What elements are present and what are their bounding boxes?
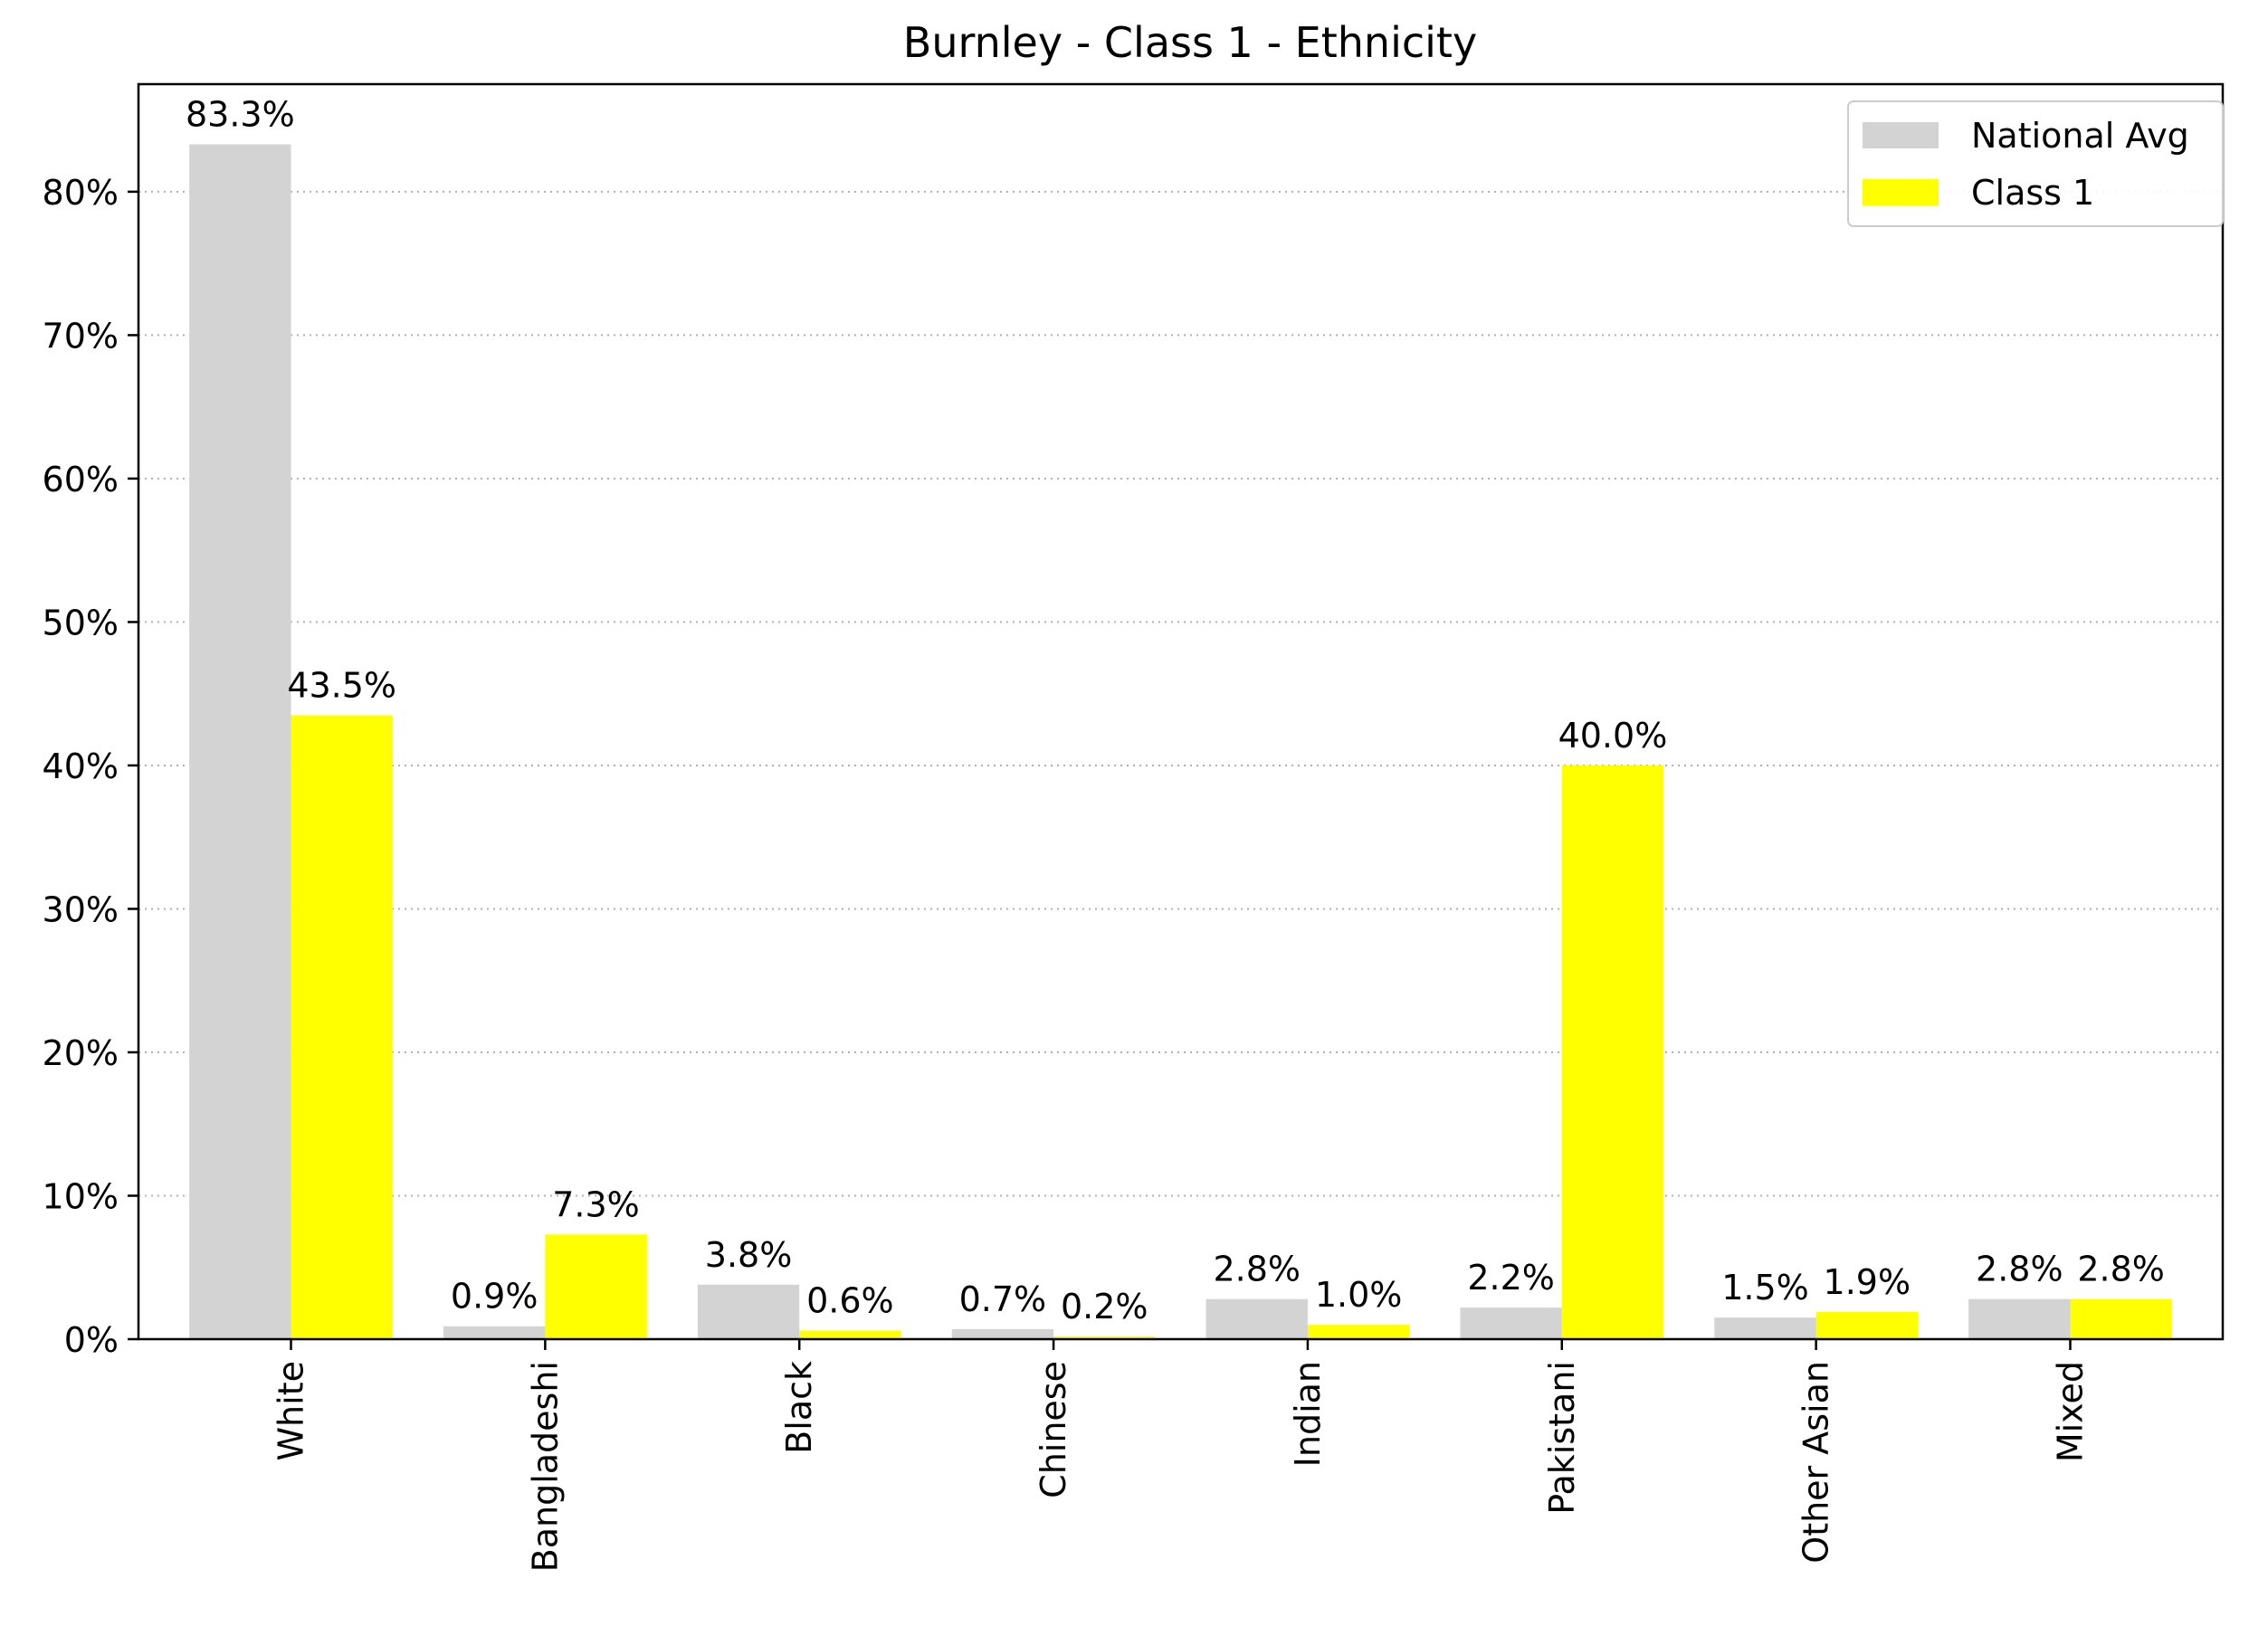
bar-value-label: 0.6% <box>806 1280 894 1320</box>
y-tick-label: 30% <box>43 889 119 929</box>
x-tick-label: Indian <box>1288 1361 1328 1467</box>
y-tick-label: 80% <box>43 173 119 213</box>
x-tick-label: Pakistani <box>1542 1361 1582 1515</box>
y-tick-label: 70% <box>43 316 119 356</box>
x-axis: White Bangladeshi Black Chinese Indian Pakist… <box>272 1339 2090 1572</box>
y-tick-label: 0% <box>64 1320 119 1360</box>
bar-national-avg <box>443 1326 546 1339</box>
x-tick-label: Bangladeshi <box>525 1361 565 1572</box>
legend: National Avg Class 1 <box>1847 100 2224 227</box>
bar-value-label: 43.5% <box>287 665 396 705</box>
bar-class-1 <box>1815 1311 1918 1339</box>
bar-value-label: 0.2% <box>1061 1287 1148 1326</box>
bar-national-avg <box>1968 1298 2071 1339</box>
y-axis: 0% 10% 20% 30% 40% 50% 60% 70% 80% <box>43 173 138 1360</box>
y-tick-label: 40% <box>43 746 119 786</box>
bar-class-1 <box>1053 1336 1156 1339</box>
bar-class-1 <box>1307 1325 1410 1339</box>
bar-value-label: 1.9% <box>1824 1262 1911 1302</box>
bar-value-labels: 83.3% 0.9% 3.8% 0.7% 2.8% 2.2% 1.5% 2.8% 43.5% 7.… <box>186 95 2165 1326</box>
bar-class-1 <box>2070 1298 2172 1339</box>
bar-value-label: 3.8% <box>705 1235 793 1275</box>
bar-class-1 <box>799 1330 901 1339</box>
bar-national-avg <box>1460 1307 1562 1339</box>
bar-class-1 <box>291 715 393 1339</box>
bar-value-label: 40.0% <box>1558 716 1668 756</box>
bar-value-label: 2.8% <box>1976 1250 2063 1289</box>
bar-national-avg <box>189 144 291 1339</box>
bar-class-1 <box>545 1234 647 1339</box>
bar-national-avg <box>951 1328 1054 1339</box>
x-tick-label: Chinese <box>1034 1361 1073 1498</box>
x-tick-label: Black <box>779 1361 819 1454</box>
bar-value-label: 2.2% <box>1467 1258 1555 1298</box>
bar-value-label: 1.0% <box>1315 1275 1403 1315</box>
x-tick-label: Other Asian <box>1796 1361 1836 1564</box>
bar-national-avg <box>1205 1298 1308 1339</box>
bar-national-avg <box>1714 1317 1816 1339</box>
x-tick-label: White <box>272 1361 311 1461</box>
bar-value-label: 1.5% <box>1721 1268 1809 1307</box>
legend-swatch <box>1863 122 1939 148</box>
bar-national-avg <box>697 1284 800 1339</box>
plot-frame <box>137 82 2225 1341</box>
bar-value-label: 0.9% <box>451 1277 538 1317</box>
legend-box <box>1847 100 2224 227</box>
legend-label: Class 1 <box>1971 173 2094 213</box>
bars <box>189 144 2172 1339</box>
bar-class-1 <box>1561 765 1664 1339</box>
bar-value-label: 83.3% <box>186 95 295 135</box>
bar-value-label: 2.8% <box>2077 1250 2165 1289</box>
chart-title: Burnley - Class 1 - Ethnicity <box>903 18 1477 67</box>
x-tick-label: Mixed <box>2050 1361 2090 1462</box>
bar-value-label: 0.7% <box>959 1279 1047 1319</box>
y-tick-label: 50% <box>43 603 119 642</box>
y-tick-label: 60% <box>43 460 119 499</box>
bar-value-label: 2.8% <box>1213 1250 1301 1289</box>
legend-label: National Avg <box>1971 116 2189 156</box>
legend-swatch <box>1863 179 1939 205</box>
bar-value-label: 7.3% <box>552 1184 640 1224</box>
y-tick-label: 20% <box>43 1033 119 1073</box>
y-tick-label: 10% <box>43 1176 119 1216</box>
